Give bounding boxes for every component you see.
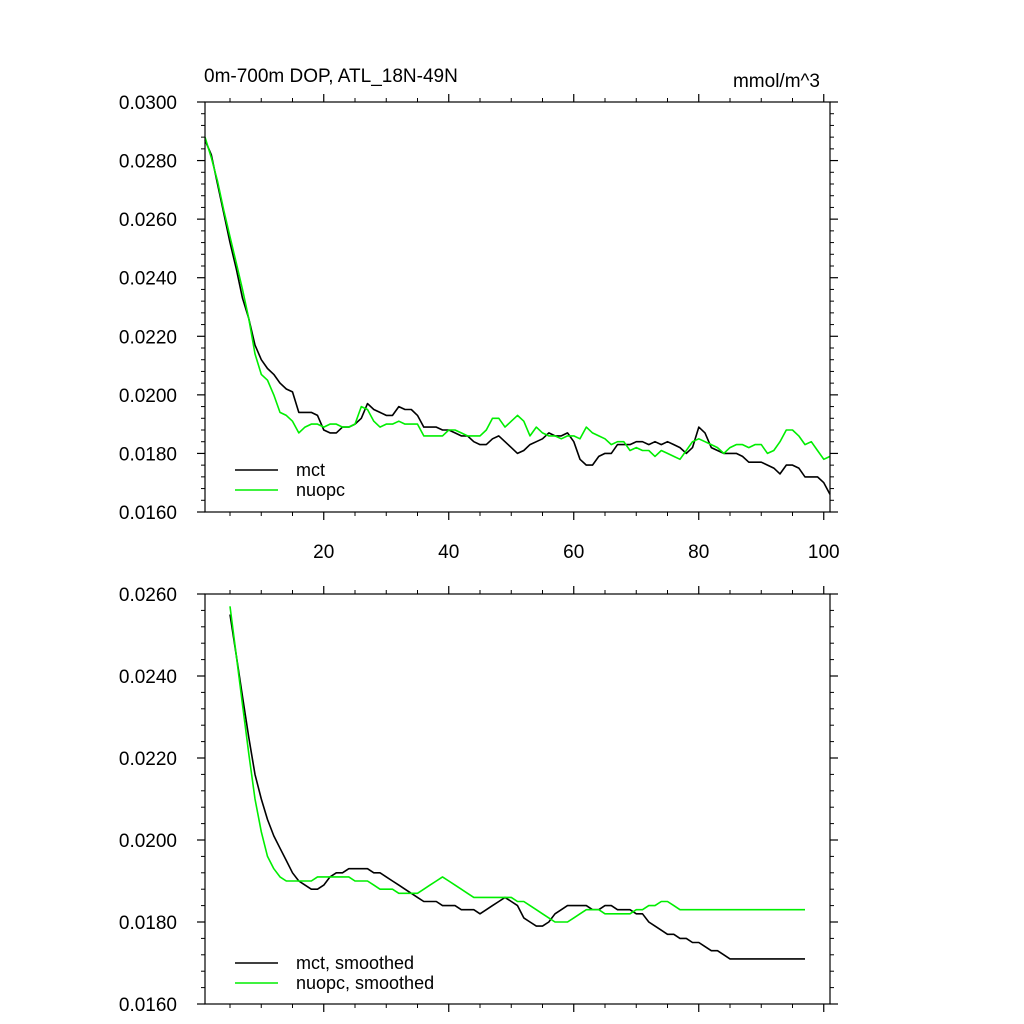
x-tick-label: 20 [313, 542, 334, 563]
series-line-1 [204, 136, 831, 461]
series-line-0 [229, 614, 805, 960]
y-tick-label: 0.0280 [119, 152, 177, 173]
bottom-panel: 0.0160 0.0180 0.0200 0.0220 0.0240 0.0260 mct… [119, 585, 838, 1016]
series-line-0 [204, 139, 831, 495]
legend-label-0: mct, smoothed [296, 953, 414, 973]
y-tick-label: 0.0260 [119, 585, 177, 606]
top-series-lines [204, 136, 831, 495]
top-plot-frame [204, 101, 831, 513]
y-tick-label: 0.0240 [119, 269, 177, 290]
bottom-axis-ticks: 0.0160 0.0180 0.0200 0.0220 0.0240 0.0260 [119, 585, 838, 1016]
y-tick-label: 0.0180 [119, 913, 177, 934]
bottom-plot-frame [204, 593, 831, 1005]
series-line-1 [229, 606, 805, 923]
y-tick-label: 0.0160 [119, 503, 177, 524]
y-tick-label: 0.0180 [119, 444, 177, 465]
x-tick-label: 80 [688, 542, 709, 563]
x-tick-label: 60 [563, 542, 584, 563]
top-axis-ticks: 0.0160 0.0180 0.0200 0.0220 0.0240 0.0260 0.02… [119, 93, 840, 563]
legend-label-1: nuopc, smoothed [296, 973, 434, 993]
top-panel: 0m-700m DOP, ATL_18N-49N mmol/m^3 0.0160… [119, 66, 840, 563]
y-tick-label: 0.0260 [119, 210, 177, 231]
y-tick-label: 0.0300 [119, 93, 177, 114]
bottom-series-lines [229, 606, 805, 960]
chart-title: 0m-700m DOP, ATL_18N-49N [204, 66, 458, 87]
y-tick-label: 0.0240 [119, 667, 177, 688]
y-tick-label: 0.0200 [119, 386, 177, 407]
y-tick-label: 0.0220 [119, 749, 177, 770]
y-tick-label: 0.0200 [119, 831, 177, 852]
y-tick-label: 0.0160 [119, 995, 177, 1016]
y-tick-label: 0.0220 [119, 327, 177, 348]
units-label: mmol/m^3 [733, 71, 820, 92]
legend-label-0: mct [296, 460, 325, 480]
x-tick-label: 100 [808, 542, 840, 563]
x-tick-label: 40 [438, 542, 459, 563]
legend-label-1: nuopc [296, 480, 345, 500]
